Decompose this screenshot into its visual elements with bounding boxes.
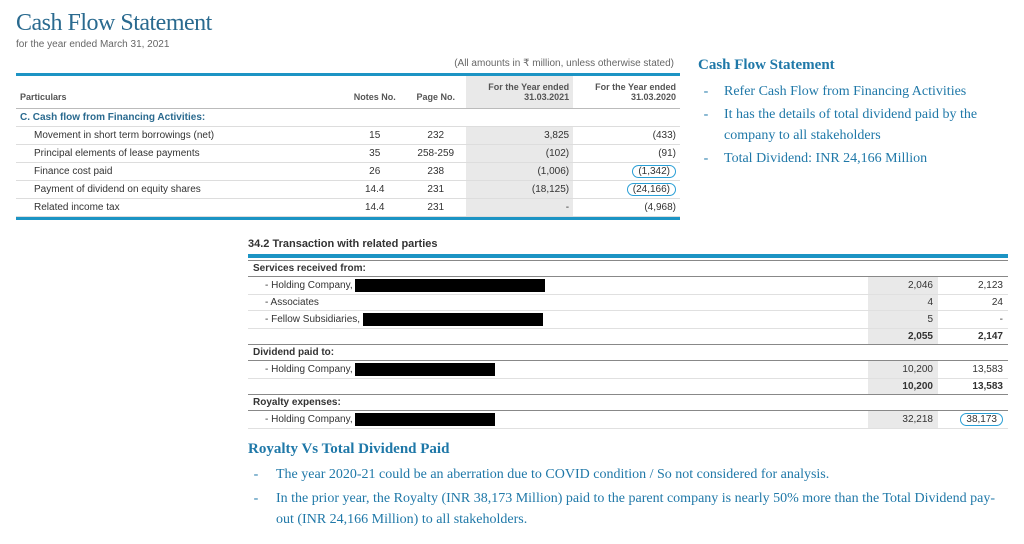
row-label: Finance cost paid: [16, 163, 344, 181]
row-2021: -: [466, 199, 573, 217]
row-page: 238: [405, 163, 466, 181]
accent-bar: [248, 254, 1008, 258]
total-v1: 2,055: [868, 329, 938, 345]
related-parties-table: Services received from: - Holding Compan…: [248, 260, 1008, 429]
col-particulars: Particulars: [16, 76, 344, 109]
amounts-note: (All amounts in ₹ million, unless otherw…: [16, 58, 680, 69]
row-v2-highlighted: 38,173: [938, 411, 1008, 429]
annotations-sidebar: Cash Flow Statement -Refer Cash Flow fro…: [698, 10, 1008, 220]
group-header: Royalty expenses:: [248, 395, 1008, 411]
table-row: - Associates 4 24: [248, 295, 1008, 311]
group-header: Services received from:: [248, 261, 1008, 277]
sidebar-bullet: -Refer Cash Flow from Financing Activiti…: [698, 81, 1008, 102]
row-v1: 32,218: [868, 411, 938, 429]
cash-flow-table: Particulars Notes No. Page No. For the Y…: [16, 76, 680, 217]
table-row: Payment of dividend on equity shares 14.…: [16, 181, 680, 199]
row-2020: (433): [573, 127, 680, 145]
table-row: Finance cost paid 26 238 (1,006) (1,342): [16, 163, 680, 181]
row-v2: 13,583: [938, 361, 1008, 379]
row-label: Payment of dividend on equity shares: [16, 181, 344, 199]
row-label: - Holding Company,: [248, 361, 868, 379]
royalty-title: Royalty Vs Total Dividend Paid: [248, 441, 1008, 458]
section-c-heading: C. Cash flow from Financing Activities:: [16, 109, 680, 127]
total-v2: 2,147: [938, 329, 1008, 345]
row-label: - Associates: [248, 295, 868, 311]
row-v1: 5: [868, 311, 938, 329]
row-v1: 2,046: [868, 277, 938, 295]
row-v2: 2,123: [938, 277, 1008, 295]
row-2020: (4,968): [573, 199, 680, 217]
row-page: 232: [405, 127, 466, 145]
table-row-total: 10,200 13,583: [248, 379, 1008, 395]
royalty-bullet: -In the prior year, the Royalty (INR 38,…: [248, 488, 1008, 531]
row-notes: 14.4: [344, 181, 405, 199]
row-2021: 3,825: [466, 127, 573, 145]
row-2021: (102): [466, 145, 573, 163]
row-notes: 35: [344, 145, 405, 163]
total-v2: 13,583: [938, 379, 1008, 395]
table-row: - Holding Company, 10,200 13,583: [248, 361, 1008, 379]
row-label: Related income tax: [16, 199, 344, 217]
royalty-bullet: -The year 2020-21 could be an aberration…: [248, 464, 1008, 486]
total-v1: 10,200: [868, 379, 938, 395]
cash-flow-panel: Cash Flow Statement for the year ended M…: [16, 10, 680, 220]
col-2020: For the Year ended 31.03.2020: [573, 76, 680, 109]
table-row: - Holding Company, 2,046 2,123: [248, 277, 1008, 295]
row-v1: 4: [868, 295, 938, 311]
row-page: 231: [405, 181, 466, 199]
row-label: - Holding Company,: [248, 411, 868, 429]
redacted-text: [355, 363, 495, 376]
row-2020-highlighted: (24,166): [573, 181, 680, 199]
related-parties-block: 34.2 Transaction with related parties Se…: [248, 238, 1008, 429]
row-label: - Fellow Subsidiaries,: [248, 311, 868, 329]
redacted-text: [363, 313, 543, 326]
row-2021: (18,125): [466, 181, 573, 199]
table-row: - Fellow Subsidiaries, 5 -: [248, 311, 1008, 329]
row-page: 258-259: [405, 145, 466, 163]
row-2020: (91): [573, 145, 680, 163]
row-notes: 14.4: [344, 199, 405, 217]
sidebar-bullet: -Total Dividend: INR 24,166 Million: [698, 148, 1008, 169]
row-v1: 10,200: [868, 361, 938, 379]
row-v2: -: [938, 311, 1008, 329]
cash-flow-table-wrap: Particulars Notes No. Page No. For the Y…: [16, 73, 680, 220]
row-2021: (1,006): [466, 163, 573, 181]
main-title: Cash Flow Statement: [16, 10, 680, 37]
sidebar-bullet: -It has the details of total dividend pa…: [698, 104, 1008, 146]
col-2021: For the Year ended 31.03.2021: [466, 76, 573, 109]
redacted-text: [355, 413, 495, 426]
subtitle: for the year ended March 31, 2021: [16, 39, 680, 50]
redacted-text: [355, 279, 545, 292]
table-row: - Holding Company, 32,218 38,173: [248, 411, 1008, 429]
royalty-analysis: Royalty Vs Total Dividend Paid -The year…: [248, 441, 1008, 531]
group-header: Dividend paid to:: [248, 345, 1008, 361]
sidebar-title: Cash Flow Statement: [698, 54, 1008, 77]
col-page: Page No.: [405, 76, 466, 109]
related-parties-title: 34.2 Transaction with related parties: [248, 238, 1008, 250]
table-row: Principal elements of lease payments 35 …: [16, 145, 680, 163]
col-notes: Notes No.: [344, 76, 405, 109]
row-2020: (1,342): [573, 163, 680, 181]
table-row: Related income tax 14.4 231 - (4,968): [16, 199, 680, 217]
row-notes: 15: [344, 127, 405, 145]
row-label: Movement in short term borrowings (net): [16, 127, 344, 145]
row-label: Principal elements of lease payments: [16, 145, 344, 163]
row-notes: 26: [344, 163, 405, 181]
table-row: Movement in short term borrowings (net) …: [16, 127, 680, 145]
row-label: - Holding Company,: [248, 277, 868, 295]
table-row-total: 2,055 2,147: [248, 329, 1008, 345]
row-v2: 24: [938, 295, 1008, 311]
row-page: 231: [405, 199, 466, 217]
